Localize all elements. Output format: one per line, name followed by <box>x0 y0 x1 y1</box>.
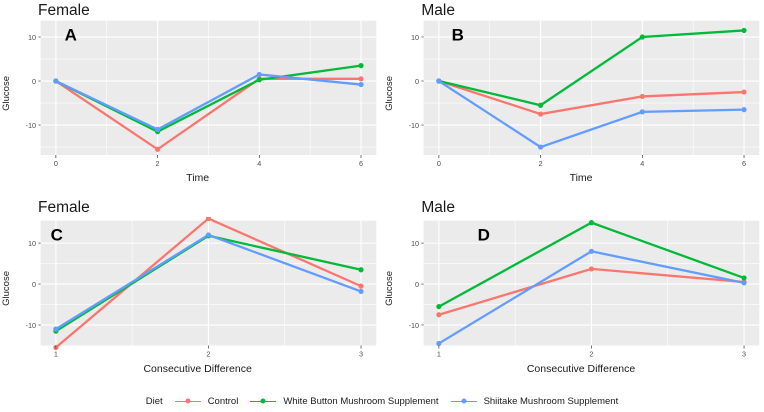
svg-text:B: B <box>452 26 464 45</box>
svg-text:C: C <box>51 225 63 244</box>
svg-text:1: 1 <box>437 349 441 358</box>
svg-text:-10: -10 <box>26 320 37 329</box>
svg-text:2: 2 <box>206 349 210 358</box>
svg-text:3: 3 <box>359 349 363 358</box>
svg-text:2: 2 <box>590 349 594 358</box>
svg-text:4: 4 <box>641 159 645 168</box>
svg-text:2: 2 <box>539 159 543 168</box>
svg-text:-10: -10 <box>26 121 37 130</box>
svg-text:4: 4 <box>257 159 261 168</box>
svg-text:-10: -10 <box>409 320 420 329</box>
svg-text:D: D <box>478 225 490 244</box>
svg-text:3: 3 <box>742 349 746 358</box>
svg-text:0: 0 <box>32 279 36 288</box>
svg-text:6: 6 <box>359 159 363 168</box>
svg-text:2: 2 <box>156 159 160 168</box>
svg-text:10: 10 <box>28 33 36 42</box>
svg-text:0: 0 <box>32 77 36 86</box>
svg-text:A: A <box>65 26 77 45</box>
svg-text:10: 10 <box>411 33 419 42</box>
svg-text:0: 0 <box>437 159 441 168</box>
svg-text:1: 1 <box>54 349 58 358</box>
svg-text:-10: -10 <box>409 121 420 130</box>
svg-text:0: 0 <box>415 279 419 288</box>
svg-text:0: 0 <box>54 159 58 168</box>
svg-text:10: 10 <box>28 239 36 248</box>
svg-text:6: 6 <box>742 159 746 168</box>
svg-text:10: 10 <box>411 239 419 248</box>
svg-text:0: 0 <box>415 77 419 86</box>
